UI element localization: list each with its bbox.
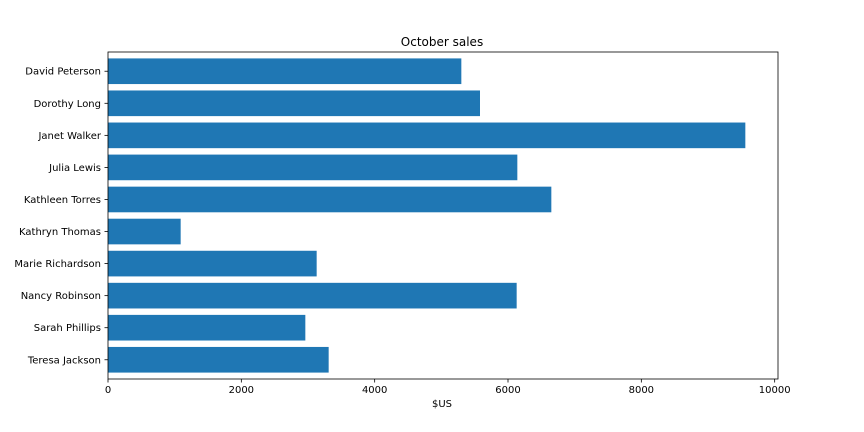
bar xyxy=(108,122,746,149)
bar xyxy=(108,314,306,341)
chart-title: October sales xyxy=(401,35,483,49)
bar xyxy=(108,90,480,117)
x-tick-label: 0 xyxy=(105,385,111,396)
x-tick-label: 4000 xyxy=(362,385,387,396)
bar xyxy=(108,282,517,309)
y-axis-ticks: David Peterson Dorothy Long Janet Walker Ju… xyxy=(14,67,108,366)
y-tick-label: Julia Lewis xyxy=(48,163,101,174)
y-tick-label: Kathleen Torres xyxy=(24,195,101,206)
x-tick-label: 10000 xyxy=(759,385,791,396)
y-tick-label: Marie Richardson xyxy=(14,259,101,270)
y-tick-label: Kathryn Thomas xyxy=(19,227,101,238)
bar xyxy=(108,346,329,373)
x-tick-label: 8000 xyxy=(629,385,654,396)
bar xyxy=(108,186,552,213)
y-tick-label: Sarah Phillips xyxy=(34,323,101,334)
y-tick-label: Janet Walker xyxy=(37,131,101,142)
y-tick-label: Teresa Jackson xyxy=(27,355,101,366)
bar xyxy=(108,154,518,181)
x-axis-ticks: 0 2000 4000 6000 8000 10000 xyxy=(105,379,791,396)
y-tick-label: Nancy Robinson xyxy=(21,291,101,302)
y-tick-label: David Peterson xyxy=(25,67,101,78)
y-tick-label: Dorothy Long xyxy=(34,99,101,110)
x-tick-label: 6000 xyxy=(495,385,520,396)
bars-group xyxy=(108,58,746,373)
x-tick-label: 2000 xyxy=(229,385,254,396)
plot-frame xyxy=(107,51,779,380)
bar xyxy=(108,58,462,85)
x-axis-label: $US xyxy=(432,399,452,410)
bar xyxy=(108,218,181,245)
bar xyxy=(108,250,317,277)
